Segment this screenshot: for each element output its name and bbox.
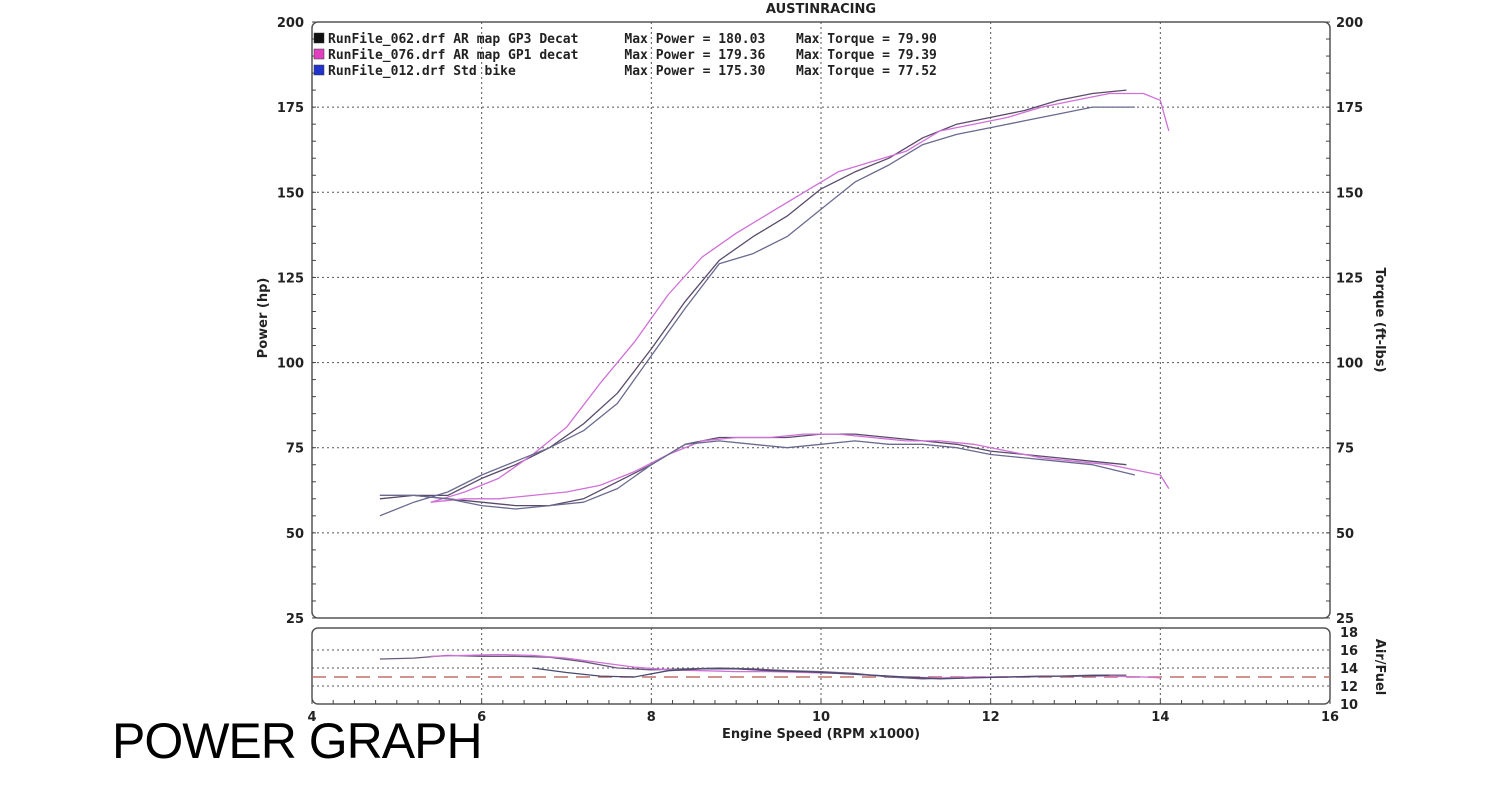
legend-swatch [313,64,325,76]
afr-tick: 10 [1340,698,1358,713]
x-tick: 6 [477,710,486,725]
x-tick: 14 [1151,710,1169,725]
y-tick-left: 175 [277,101,304,116]
y-axis-label-right: Torque (ft-lbs) [1372,267,1387,372]
y-tick-left: 150 [277,186,304,201]
y-axis-label-left: Power (hp) [256,278,271,359]
y-tick-left: 75 [286,442,304,457]
afr-series-line [532,667,1110,680]
x-tick: 16 [1321,710,1339,725]
legend-max-torque: Max Torque = 79.90 [796,32,937,47]
x-tick: 10 [812,710,830,725]
y-tick-left: 25 [286,612,304,627]
x-axis-label: Engine Speed (RPM x1000) [722,727,920,742]
legend-max-torque: Max Torque = 79.39 [796,48,937,63]
afr-axis-label: Air/Fuel [1372,639,1387,695]
y-tick-left: 200 [277,16,304,31]
afr-tick: 16 [1340,644,1358,659]
legend-max-torque: Max Torque = 77.52 [796,64,937,79]
chart-title: AUSTINRACING [766,2,876,17]
x-tick: 8 [647,710,656,725]
y-tick-right: 75 [1336,442,1354,457]
y-tick-right: 100 [1336,357,1363,372]
y-tick-left: 100 [277,357,304,372]
x-tick: 4 [307,710,316,725]
y-tick-right: 25 [1336,612,1354,627]
page-caption: POWER GRAPH [112,713,483,769]
y-tick-right: 200 [1336,16,1363,31]
torque-series-line [430,433,1170,503]
afr-tick: 18 [1340,626,1358,641]
y-tick-right: 50 [1336,527,1354,542]
power-series-line [379,89,1127,500]
y-tick-right: 125 [1336,271,1363,286]
y-tick-right: 175 [1336,101,1363,116]
afr-tick: 12 [1340,680,1358,695]
legend-max-power: Max Power = 175.30 [624,64,765,79]
legend-swatch [313,48,325,60]
y-tick-right: 150 [1336,186,1363,201]
legend-file: RunFile_076.drf AR map GP1 decat [328,48,578,63]
power-series-line [430,92,1170,503]
y-tick-left: 50 [286,527,304,542]
y-tick-left: 125 [277,271,304,286]
legend-max-power: Max Power = 179.36 [624,48,765,63]
torque-series-line [379,440,1136,510]
afr-tick: 14 [1340,662,1358,677]
legend-file: RunFile_062.drf AR map GP3 Decat [328,32,578,47]
legend-max-power: Max Power = 180.03 [624,32,765,47]
x-tick: 12 [982,710,1000,725]
power-series-line [379,106,1135,517]
legend-swatch [313,32,325,44]
legend-file: RunFile_012.drf Std bike [328,64,516,79]
